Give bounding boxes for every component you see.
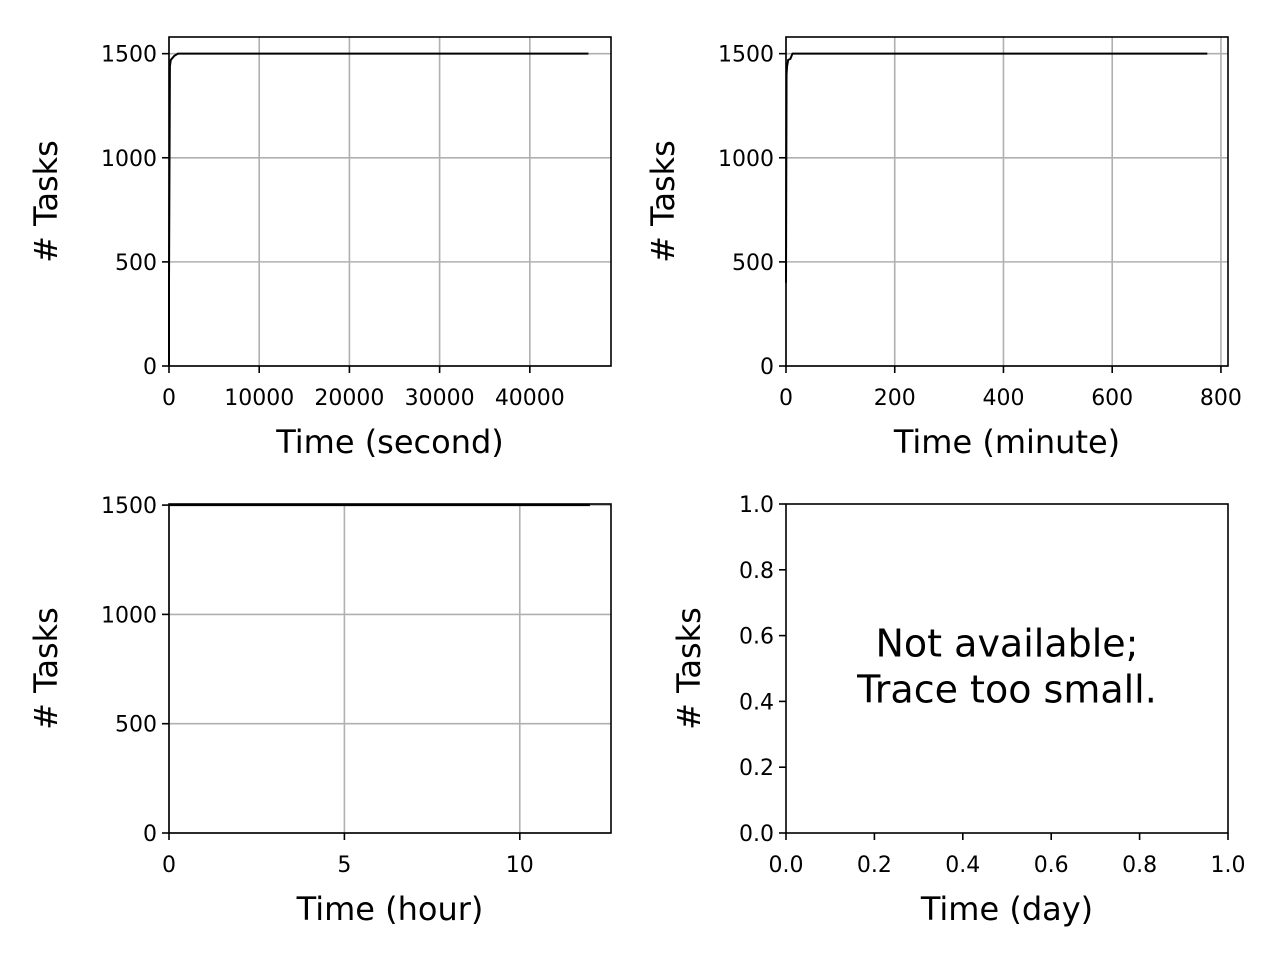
plot-frame [168,36,612,367]
x-tick-label: 0.8 [1122,853,1157,878]
y-tick-label: 500 [115,251,157,276]
y-tick-label: 0.6 [739,625,774,650]
x-tick-label: 20000 [314,386,384,411]
y-tick-label: 1000 [101,603,157,628]
y-axis-label: # Tasks [644,140,682,263]
y-tick-label: 1000 [101,147,157,172]
x-axis-label: Time (minute) [893,423,1120,461]
y-tick-label: 1500 [718,43,774,68]
y-tick-label: 1.0 [739,493,774,518]
plot-frame [168,503,612,834]
y-tick-label: 0 [143,822,157,847]
x-tick-label: 600 [1091,386,1133,411]
x-tick-label: 30000 [405,386,475,411]
y-axis-label: # Tasks [27,607,65,730]
x-tick-label: 0.0 [769,853,804,878]
x-tick-label: 0 [162,386,176,411]
series-line [785,52,1208,283]
y-tick-label: 500 [732,251,774,276]
x-tick-label: 800 [1200,386,1242,411]
x-tick-label: 400 [982,386,1024,411]
y-axis-label: # Tasks [27,140,65,263]
y-tick-label: 1500 [101,494,157,519]
x-tick-label: 10000 [224,386,294,411]
x-tick-label: 0.6 [1034,853,1069,878]
plot-frame [785,36,1229,367]
x-tick-label: 40000 [495,386,565,411]
chart-panel-2: 0 200 400 600 800 0 500 1000 1500 Time (minute) # … [644,36,1242,461]
annotation-text: Not available; [876,622,1139,666]
x-axis-label: Time (day) [920,890,1093,928]
x-tick-label: 10 [506,853,534,878]
x-tick-label: 0 [779,386,793,411]
series-line [168,52,589,366]
y-axis-label: # Tasks [670,607,708,730]
y-tick-label: 0 [143,355,157,380]
y-tick-label: 0.4 [739,690,774,715]
x-tick-label: 0 [162,853,176,878]
x-tick-label: 0.2 [857,853,892,878]
y-tick-label: 1000 [718,147,774,172]
annotation-text: Trace too small. [856,668,1157,712]
x-tick-label: 200 [874,386,916,411]
x-axis-label: Time (hour) [296,890,484,928]
y-tick-label: 0.8 [739,559,774,584]
x-tick-label: 5 [337,853,351,878]
plot-frame [785,503,1229,834]
chart-panel-3: 0 5 10 0 500 1000 1500 Time (hour) # Tasks [27,494,612,928]
chart-panel-4: 0.0 0.2 0.4 0.6 0.8 1.0 0.0 0.2 0.4 0.6 0.8 1.0 Time… [670,493,1246,928]
y-tick-label: 0.0 [739,822,774,847]
x-tick-label: 0.4 [945,853,980,878]
x-axis-label: Time (second) [275,423,504,461]
y-tick-label: 500 [115,713,157,738]
x-tick-label: 1.0 [1211,853,1246,878]
y-tick-label: 0.2 [739,756,774,781]
y-tick-label: 0 [760,355,774,380]
y-tick-label: 1500 [101,43,157,68]
chart-panel-1: 0 10000 20000 30000 40000 0 500 1000 1500 Time (s… [27,36,612,461]
